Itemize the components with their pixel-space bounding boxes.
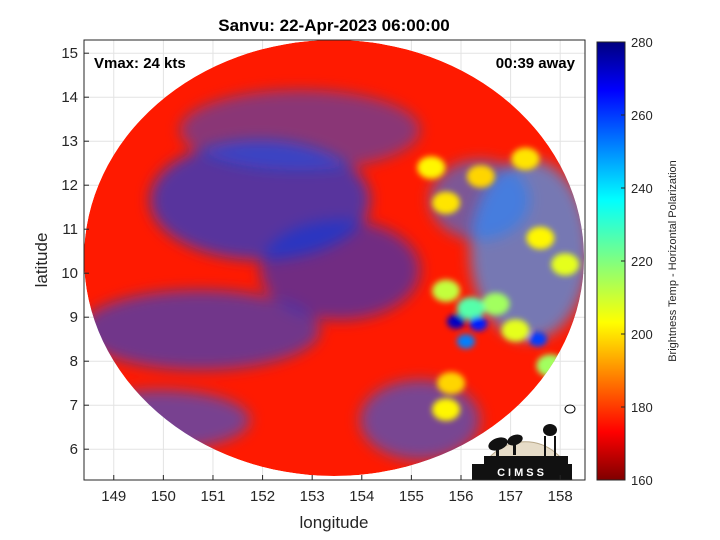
y-tick-label-6: 6 <box>70 441 78 458</box>
swath-feature-1 <box>466 165 495 188</box>
colorbar-tick-label-260: 260 <box>631 108 653 123</box>
swath-feature-14 <box>456 334 475 349</box>
vmax-annotation: Vmax: 24 kts <box>94 55 186 72</box>
colorbar-ticks: 160 180 200 220 240 260 280 <box>621 35 653 488</box>
y-tick-label-10: 10 <box>61 265 78 282</box>
x-tick-label-158: 158 <box>548 488 573 505</box>
colorbar-tick-label-280: 280 <box>631 35 653 50</box>
x-axis-ticks: 149 150 151 152 153 154 155 156 157 158 <box>101 475 573 505</box>
island-outline <box>564 404 576 414</box>
colorbar-tick-label-160: 160 <box>631 473 653 488</box>
y-tick-label-7: 7 <box>70 397 78 414</box>
swath-feature-2 <box>437 372 466 395</box>
x-tick-label-155: 155 <box>399 488 424 505</box>
y-tick-label-9: 9 <box>70 309 78 326</box>
cimss-logo: CIMSS <box>472 424 573 481</box>
x-tick-label-157: 157 <box>498 488 523 505</box>
brightness-temperature-swath <box>84 40 584 476</box>
swath-feature-15 <box>528 332 547 347</box>
y-tick-label-14: 14 <box>61 89 78 106</box>
y-tick-label-11: 11 <box>62 221 78 238</box>
y-tick-label-15: 15 <box>61 45 78 62</box>
x-tick-label-154: 154 <box>349 488 374 505</box>
swath-feature-9 <box>551 253 580 276</box>
swath-feature-4 <box>511 147 540 170</box>
swath-feature-10 <box>432 279 461 302</box>
swath-feature-5 <box>417 156 446 179</box>
time-away-annotation: 00:39 away <box>496 55 576 72</box>
swath-features <box>417 147 580 421</box>
swath-feature-6 <box>526 226 555 250</box>
x-axis-label: longitude <box>299 513 368 532</box>
logo-text: CIMSS <box>497 467 547 479</box>
y-tick-label-8: 8 <box>70 353 78 370</box>
colorbar-tick-label-180: 180 <box>631 400 653 415</box>
swath-feature-7 <box>432 398 461 421</box>
y-tick-label-12: 12 <box>61 177 78 194</box>
x-tick-label-151: 151 <box>200 488 225 505</box>
colorbar-tick-label-220: 220 <box>631 254 653 269</box>
swath-feature-11 <box>481 292 510 316</box>
plot-frame <box>83 39 586 481</box>
y-axis-ticks: 6 7 8 9 10 11 12 13 14 15 <box>61 45 89 458</box>
colorbar: 160 180 200 220 240 260 280 Brightness Temp - … <box>596 35 679 488</box>
x-tick-label-156: 156 <box>448 488 473 505</box>
x-tick-label-150: 150 <box>151 488 176 505</box>
swath-feature-13 <box>456 297 485 320</box>
x-tick-label-152: 152 <box>250 488 275 505</box>
swath-feature-17 <box>447 314 466 329</box>
swath-feature-8 <box>501 319 530 342</box>
colorbar-label: Brightness Temp - Horizontal Polarizatio… <box>667 160 679 362</box>
chart-title: Sanvu: 22-Apr-2023 06:00:00 <box>218 16 450 35</box>
y-axis-label: latitude <box>32 233 51 288</box>
swath-feature-16 <box>469 316 488 331</box>
colorbar-gradient <box>596 41 626 481</box>
colorbar-tick-label-200: 200 <box>631 327 653 342</box>
swath-feature-3 <box>432 191 461 214</box>
x-tick-label-149: 149 <box>101 488 126 505</box>
colorbar-tick-label-240: 240 <box>631 181 653 196</box>
y-tick-label-13: 13 <box>61 133 78 150</box>
x-tick-label-153: 153 <box>300 488 325 505</box>
